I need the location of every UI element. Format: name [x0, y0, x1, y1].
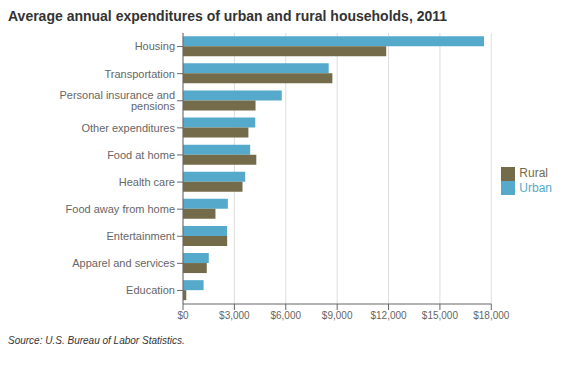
svg-text:Personal insurance andpensions: Personal insurance andpensions: [59, 89, 175, 112]
svg-text:Food at home: Food at home: [107, 149, 175, 161]
svg-text:$15,000: $15,000: [422, 310, 459, 321]
svg-text:Education: Education: [126, 284, 175, 296]
svg-text:$18,000: $18,000: [473, 310, 510, 321]
svg-text:Health care: Health care: [119, 176, 175, 188]
html-text:Rural: Rural: [519, 165, 548, 180]
svg-text:$12,000: $12,000: [370, 310, 407, 321]
svg-text:Apparel and services: Apparel and services: [72, 257, 175, 269]
svg-text:Entertainment: Entertainment: [107, 230, 175, 242]
svg-text:Other expenditures: Other expenditures: [81, 122, 175, 134]
svg-text:Transportation: Transportation: [104, 68, 175, 80]
html-text:Source: U.S. Bureau of Labor S: Source: U.S. Bureau of Labor Statistics.: [8, 335, 185, 346]
svg-text:$9,000: $9,000: [322, 310, 353, 321]
svg-text:$3,000: $3,000: [219, 310, 250, 321]
svg-text:$6,000: $6,000: [270, 310, 301, 321]
html-text:Average annual expenditures of: Average annual expenditures of urban and…: [8, 8, 447, 24]
svg-text:Housing: Housing: [135, 40, 175, 52]
svg-text:$0: $0: [177, 310, 189, 321]
html-text:Urban: Urban: [519, 180, 552, 195]
svg-text:Food away from home: Food away from home: [66, 203, 175, 215]
